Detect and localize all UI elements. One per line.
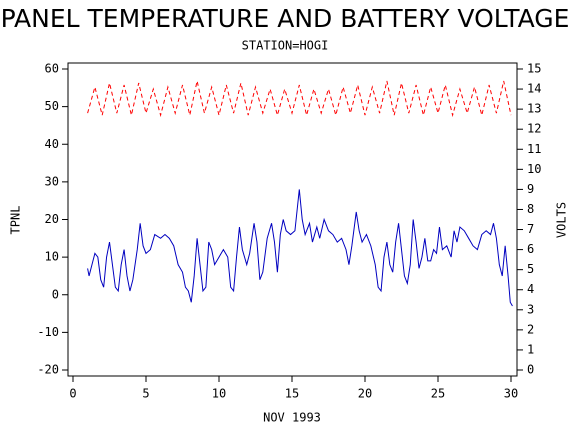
y-tick-label: -10 — [37, 325, 59, 339]
y-tick-label: -20 — [37, 363, 59, 377]
y2-tick-label: 14 — [527, 82, 541, 96]
y2-axis-label: VOLTS — [555, 202, 569, 238]
y-tick-label: 20 — [45, 212, 59, 226]
data-line — [87, 189, 513, 307]
y2-tick-label: 6 — [527, 242, 534, 256]
x-tick-label: 20 — [358, 387, 372, 401]
data-line — [87, 80, 512, 118]
x-tick-label: 0 — [69, 387, 76, 401]
y-tick-label: 30 — [45, 174, 59, 188]
y2-tick-label: 9 — [527, 182, 534, 196]
y2-tick-label: 3 — [527, 302, 534, 316]
x-tick-label: 25 — [431, 387, 445, 401]
y-tick-label: 60 — [45, 62, 59, 76]
y2-tick-label: 5 — [527, 262, 534, 276]
y2-tick-label: 1 — [527, 342, 534, 356]
y-tick-label: 50 — [45, 99, 59, 113]
y2-tick-label: 4 — [527, 282, 534, 296]
x-tick-label: 10 — [212, 387, 226, 401]
chart-subtitle: STATION=HOGI — [242, 39, 329, 53]
y2-tick-label: 0 — [527, 363, 534, 377]
y2-tick-label: 7 — [527, 222, 534, 236]
y-tick-label: 0 — [52, 287, 59, 301]
chart-title: PANEL TEMPERATURE AND BATTERY VOLTAGE — [1, 4, 570, 33]
x-tick-label: 15 — [285, 387, 299, 401]
x-tick-label: 30 — [504, 387, 518, 401]
x-tick-label: 5 — [142, 387, 149, 401]
y2-tick-label: 10 — [527, 162, 541, 176]
y2-tick-label: 8 — [527, 202, 534, 216]
y2-tick-label: 2 — [527, 322, 534, 336]
y2-tick-label: 15 — [527, 62, 541, 76]
y-axis-label: TPNL — [9, 206, 23, 235]
plot-frame — [67, 62, 518, 377]
y-tick-label: 10 — [45, 250, 59, 264]
y2-tick-label: 12 — [527, 122, 541, 136]
y2-tick-label: 13 — [527, 102, 541, 116]
x-axis-label: NOV 1993 — [263, 411, 321, 425]
y-tick-label: 40 — [45, 137, 59, 151]
y2-tick-label: 11 — [527, 142, 541, 156]
